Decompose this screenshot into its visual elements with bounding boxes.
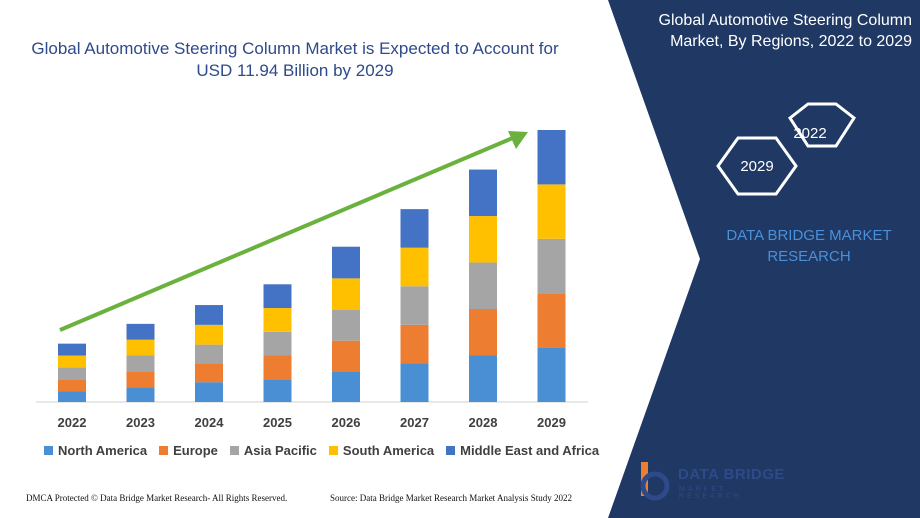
- bars-group: [58, 130, 566, 402]
- bar-2027-europe: [400, 324, 429, 364]
- legend-label: North America: [58, 443, 148, 458]
- x-tick-labels: 2022 2023 2024 2025 2026 2027 2028 2029: [58, 415, 566, 430]
- hexagon-2029-icon: [716, 136, 798, 196]
- bar-2023-north-america: [126, 387, 155, 402]
- stacked-bar-chart: 2022 2023 2024 2025 2026 2027 2028 2029: [36, 130, 588, 430]
- legend-item: South America: [328, 443, 435, 458]
- logo-subtitle: MARKET RESEARCH: [679, 486, 742, 500]
- bar-2024-asia-pacific: [195, 344, 223, 364]
- footer-copyright: DMCA Protected © Data Bridge Market Rese…: [26, 493, 288, 503]
- bar-2028-asia-pacific: [469, 262, 497, 310]
- hex-year-2022: 2022: [793, 125, 827, 142]
- hexagon-2022-icon: [787, 102, 857, 148]
- hex-year-2029: 2029: [740, 158, 774, 175]
- legend-swatch: [229, 446, 239, 455]
- bar-2027-south-america: [400, 247, 429, 287]
- x-tick-label: 2027: [400, 415, 429, 430]
- x-tick-label: 2025: [263, 415, 292, 430]
- bar-2025-north-america: [263, 379, 292, 402]
- bar-2024-south-america: [195, 324, 223, 345]
- bar-2027-north-america: [400, 363, 429, 402]
- trend-arrow-line: [59, 135, 516, 332]
- bar-2022-asia-pacific: [58, 367, 86, 380]
- x-tick-label: 2028: [469, 415, 498, 430]
- bar-2028-north-america: [469, 355, 497, 402]
- legend-item: North America: [44, 443, 147, 458]
- bar-2023-europe: [126, 371, 155, 388]
- legend-item: Europe: [159, 443, 218, 458]
- trend-arrow-head-icon: [508, 131, 528, 149]
- bar-2029-north-america: [537, 347, 566, 402]
- bar-2024-europe: [195, 363, 223, 383]
- legend-label: Europe: [173, 443, 218, 458]
- x-tick-label: 2024: [195, 415, 225, 430]
- x-tick-label: 2029: [537, 415, 566, 430]
- bar-2022-middle-east-and-africa: [58, 343, 86, 356]
- legend-swatch: [328, 446, 338, 455]
- bar-2026-asia-pacific: [332, 310, 360, 341]
- bar-2027-asia-pacific: [400, 286, 429, 325]
- bar-2028-europe: [469, 309, 497, 356]
- legend-swatch: [446, 446, 456, 455]
- company-logo: DATA BRIDGE MARKET RESEARCH: [633, 460, 793, 504]
- bar-2023-asia-pacific: [126, 355, 155, 372]
- bar-2025-south-america: [263, 308, 292, 332]
- bar-2023-south-america: [126, 339, 155, 356]
- bar-2027-middle-east-and-africa: [400, 209, 429, 248]
- x-tick-label: 2023: [126, 415, 155, 430]
- legend-label: Middle East and Africa: [460, 443, 600, 458]
- bar-2026-middle-east-and-africa: [332, 246, 360, 279]
- footer-source: Source: Data Bridge Market Research Mark…: [330, 493, 572, 503]
- bar-2029-middle-east-and-africa: [537, 130, 566, 185]
- x-tick-label: 2026: [332, 415, 361, 430]
- bar-2023-middle-east-and-africa: [126, 323, 155, 340]
- bar-2024-north-america: [195, 382, 223, 402]
- bar-2026-north-america: [332, 371, 360, 402]
- legend-label: Asia Pacific: [243, 443, 317, 458]
- bar-2028-south-america: [469, 216, 497, 263]
- panel-title: Global Automotive Steering Column Market…: [658, 12, 912, 50]
- bar-2025-asia-pacific: [263, 331, 292, 356]
- logo-name: DATA BRIDGE: [678, 466, 785, 483]
- bar-2029-south-america: [537, 184, 566, 239]
- chart-legend: North America Europe Asia Pacific South Ame…: [44, 443, 599, 458]
- bar-2024-middle-east-and-africa: [195, 305, 223, 325]
- panel-shape: [608, 0, 920, 518]
- legend-swatch: [44, 446, 53, 455]
- chart-title: Global Automotive Steering Column Market…: [31, 39, 559, 80]
- bar-2025-europe: [263, 355, 292, 380]
- legend-item: Middle East and Africa: [446, 443, 599, 458]
- bar-2029-europe: [537, 293, 566, 348]
- legend-item: Asia Pacific: [229, 443, 317, 458]
- bar-2022-north-america: [58, 391, 86, 402]
- logo-mark-icon: [640, 462, 670, 501]
- bar-2029-asia-pacific: [537, 238, 566, 294]
- bar-2022-south-america: [58, 355, 86, 368]
- bar-2026-europe: [332, 340, 360, 372]
- bar-2028-middle-east-and-africa: [469, 169, 497, 217]
- legend-swatch: [159, 446, 169, 455]
- bar-2022-europe: [58, 379, 86, 392]
- x-tick-label: 2022: [58, 415, 87, 430]
- bar-2026-south-america: [332, 278, 360, 311]
- bar-2025-middle-east-and-africa: [263, 284, 292, 309]
- brand-text: DATA BRIDGE MARKET RESEARCH: [726, 227, 892, 265]
- legend-label: South America: [342, 443, 435, 458]
